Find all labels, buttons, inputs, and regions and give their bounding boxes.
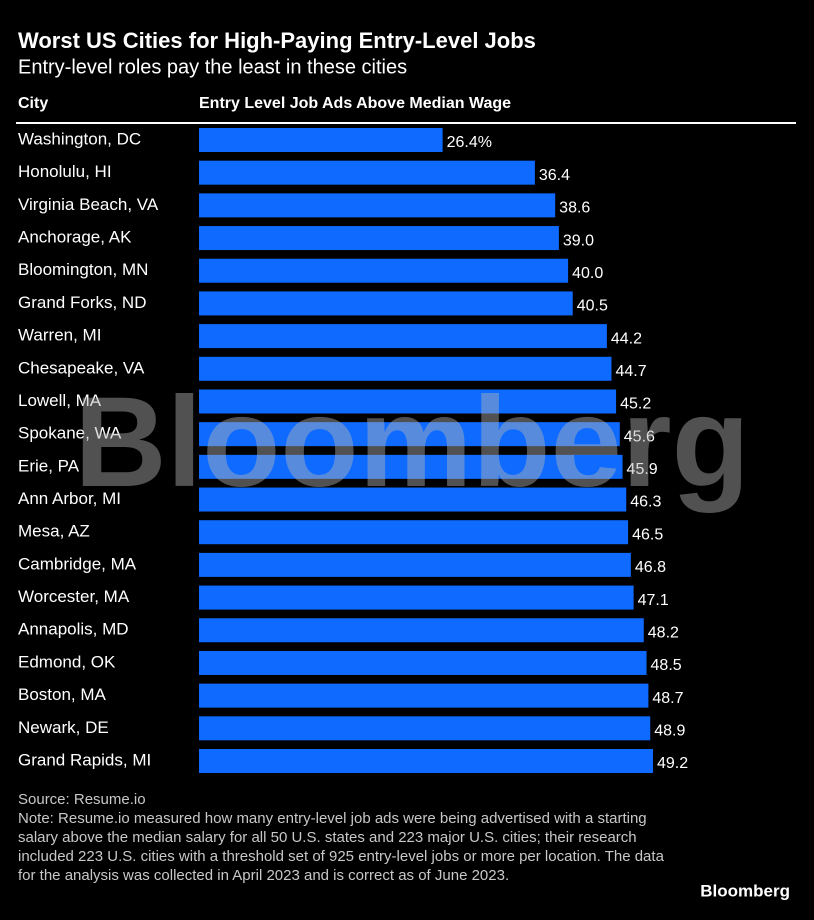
bar [199,716,651,741]
watermark: Bloomberg [74,371,750,514]
category-label: Grand Forks, ND [18,293,146,312]
bar [199,389,617,414]
value-label: 44.2 [611,330,642,347]
category-label: Chesapeake, VA [18,358,145,377]
category-label: Virginia Beach, VA [18,195,159,214]
logo: Bloomberg [700,881,790,900]
value-label: 48.9 [654,723,685,740]
category-label: Newark, DE [18,718,109,737]
value-label: 45.6 [624,428,655,445]
value-label: 40.0 [572,265,603,282]
bar [199,422,620,447]
note: Note: Resume.io measured how many entry-… [18,810,664,884]
category-label: Mesa, AZ [18,522,90,541]
category-label: Lowell, MA [18,391,102,410]
bar [199,487,627,512]
category-label: Annapolis, MD [18,620,129,639]
category-label: Warren, MI [18,326,101,345]
bar [199,454,623,479]
value-label: 49.2 [657,755,688,772]
value-label: 48.2 [648,624,679,641]
value-label: 45.2 [620,396,651,413]
value-label: 48.7 [652,690,683,707]
bar [199,749,653,773]
chart-subtitle: Entry-level roles pay the least in these… [18,56,407,78]
category-label: Erie, PA [18,456,80,475]
value-label: 26.4% [447,134,492,151]
category-label: Worcester, MA [18,587,130,606]
category-label: Grand Rapids, MI [18,750,151,769]
bar [199,291,573,316]
value-label: 46.8 [635,559,666,576]
bar [199,618,644,643]
chart-title: Worst US Cities for High-Paying Entry-Le… [18,28,536,53]
value-label: 48.5 [651,657,682,674]
category-label: Ann Arbor, MI [18,489,121,508]
bar [199,585,634,610]
bar [199,128,443,152]
value-label: 46.3 [630,494,661,511]
category-label: Bloomington, MN [18,260,148,279]
category-label: Edmond, OK [18,652,116,671]
category-label: Spokane, WA [18,424,122,443]
column-header: City [18,95,48,112]
column-header: Entry Level Job Ads Above Median Wage [199,95,511,112]
bar [199,650,647,675]
value-label: 39.0 [563,232,594,249]
source: Source: Resume.io [18,791,146,808]
bar [199,324,607,349]
category-label: Anchorage, AK [18,228,132,247]
value-label: 44.7 [615,363,646,380]
bar [199,193,556,218]
category-label: Cambridge, MA [18,554,137,573]
rows: Washington, DC 26.4% Honolulu, HI 36.4 Virgi… [18,128,688,773]
bar [199,520,629,545]
notes: Source: Resume.io Note: Resume.io measur… [18,790,678,885]
value-label: 46.5 [632,526,663,543]
category-label: Honolulu, HI [18,162,112,181]
value-label: 45.9 [627,461,658,478]
bar [199,160,535,185]
value-label: 47.1 [638,592,669,609]
bar [199,226,559,251]
category-label: Boston, MA [18,685,107,704]
value-label: 38.6 [559,200,590,217]
bar [199,552,631,577]
bar [199,258,569,283]
bar [199,356,612,381]
value-label: 40.5 [577,298,608,315]
bar [199,683,649,708]
value-label: 36.4 [539,167,570,184]
category-label: Washington, DC [18,129,141,148]
